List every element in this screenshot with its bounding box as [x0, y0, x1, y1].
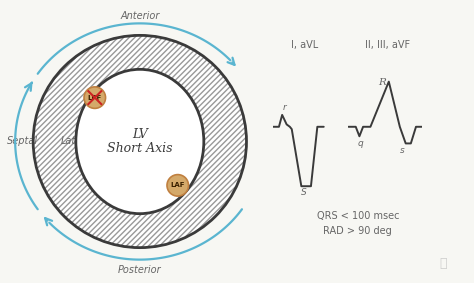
Text: r: r	[283, 103, 287, 112]
Text: Lateral: Lateral	[61, 136, 95, 147]
Text: s: s	[400, 146, 405, 155]
Ellipse shape	[76, 69, 204, 214]
Text: Anterior: Anterior	[120, 11, 160, 21]
Text: Posterior: Posterior	[118, 265, 162, 275]
Text: q: q	[357, 139, 363, 148]
Text: S: S	[301, 188, 307, 196]
Text: LAF: LAF	[171, 182, 185, 188]
Text: I, aVL: I, aVL	[291, 40, 319, 50]
Text: LV
Short Axis: LV Short Axis	[107, 128, 173, 155]
Circle shape	[84, 87, 106, 108]
Text: 🐂: 🐂	[439, 257, 447, 270]
Text: Septal: Septal	[7, 136, 38, 147]
Circle shape	[167, 175, 189, 196]
Text: R: R	[378, 78, 386, 87]
Ellipse shape	[33, 35, 246, 248]
Text: II, III, aVF: II, III, aVF	[365, 40, 410, 50]
Text: QRS < 100 msec
RAD > 90 deg: QRS < 100 msec RAD > 90 deg	[317, 211, 399, 236]
Text: LPF: LPF	[88, 95, 102, 101]
